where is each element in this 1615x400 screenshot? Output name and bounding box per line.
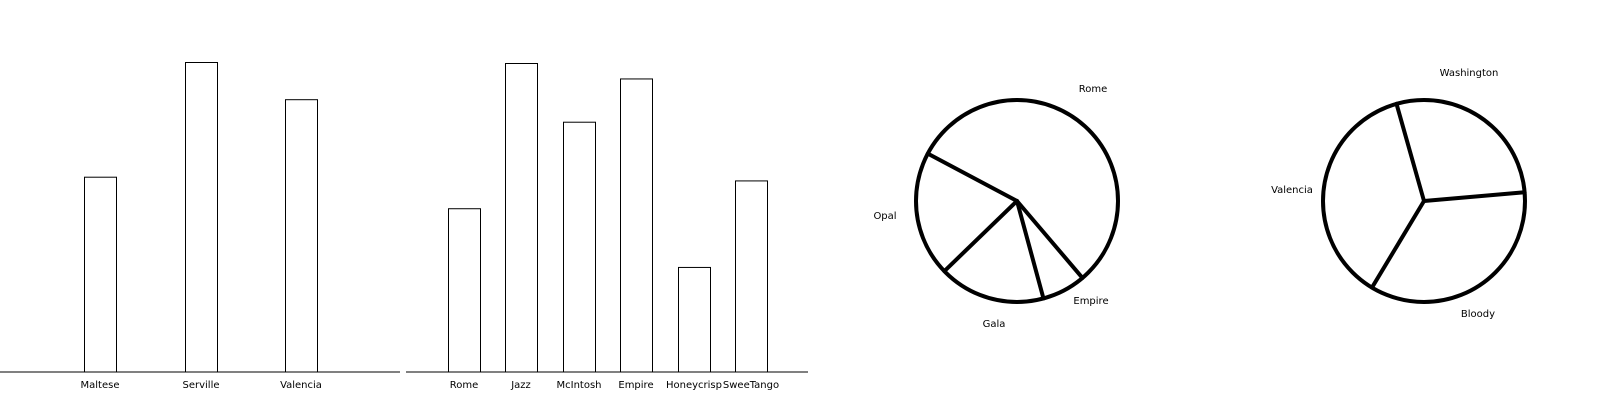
tick-label-rome: Rome: [450, 380, 479, 391]
slice-label-rome: Rome: [1079, 84, 1108, 95]
slice-boundary-rome: [925, 151, 1019, 203]
tick-label-empire: Empire: [618, 380, 653, 391]
bar-empire: [620, 78, 653, 373]
bar-chart-1: Maltese Serville Valencia: [0, 62, 400, 391]
tick-label-serville: Serville: [182, 380, 219, 391]
bar-jazz: [505, 63, 538, 373]
slice-label-gala: Gala: [983, 319, 1006, 330]
bar-sweetango: [735, 180, 768, 373]
slice-boundary-opal: [942, 199, 1019, 274]
bar-serville: [185, 62, 218, 373]
bar-chart-2: Rome Jazz McIntosh Empire Honeycrisp SweeTang…: [406, 63, 808, 391]
slice-label-washington: Washington: [1440, 68, 1499, 79]
slice-label-bloody: Bloody: [1461, 309, 1495, 320]
tick-label-mcintosh: McIntosh: [557, 380, 602, 391]
tick-label-sweetango: SweeTango: [723, 380, 779, 391]
slice-label-opal: Opal: [873, 211, 896, 222]
slice-boundary-empire: [1015, 199, 1085, 280]
slice-label-valencia: Valencia: [1271, 185, 1313, 196]
bar-rome: [448, 208, 481, 373]
bar-mcintosh: [563, 121, 596, 373]
tick-label-maltese: Maltese: [81, 380, 120, 391]
pie-chart-1: Rome Empire Gala Opal: [873, 84, 1120, 330]
slice-boundary-washington: [1422, 190, 1527, 203]
tick-label-jazz: Jazz: [510, 380, 531, 391]
slice-label-empire: Empire: [1073, 296, 1108, 307]
bar-valencia: [285, 99, 318, 373]
bar-maltese: [84, 176, 117, 373]
slice-boundary-gala: [1015, 199, 1046, 301]
pie-chart-2: Washington Bloody Valencia: [1271, 68, 1527, 320]
tick-label-valencia: Valencia: [280, 380, 322, 391]
slice-boundary-bloody: [1369, 199, 1426, 290]
slice-boundary-valencia: [1394, 101, 1426, 203]
tick-label-honeycrisp: Honeycrisp: [666, 380, 722, 391]
bar-honeycrisp: [678, 266, 711, 373]
